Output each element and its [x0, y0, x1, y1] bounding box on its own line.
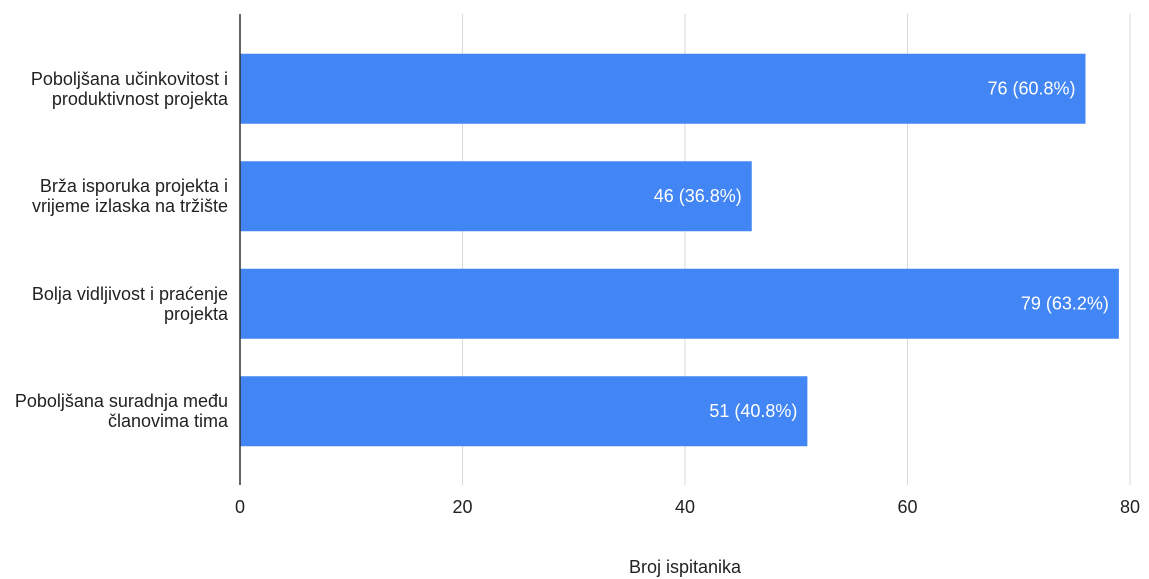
bar [240, 376, 808, 447]
value-label: 46 (36.8%) [654, 186, 742, 206]
y-tick-label: Poboljšana suradnja među članovima tima [14, 391, 228, 432]
value-label: 79 (63.2%) [1021, 294, 1109, 314]
y-tick-label: Brža isporuka projekta i vrijeme izlaska… [31, 176, 228, 217]
y-tick-label: Bolja vidljivost i praćenje projekta [31, 283, 228, 324]
x-tick-label: 20 [452, 497, 472, 517]
bar [240, 161, 752, 232]
x-axis-title: Broj ispitanika [629, 557, 742, 577]
y-tick-label: Poboljšana učinkovitost i produktivnost … [30, 68, 228, 109]
value-label: 76 (60.8%) [987, 79, 1075, 99]
x-tick-label: 60 [897, 497, 917, 517]
bar [240, 53, 1086, 124]
x-tick-label: 80 [1120, 497, 1140, 517]
value-label: 51 (40.8%) [709, 401, 797, 421]
x-tick-label: 40 [675, 497, 695, 517]
x-tick-label: 0 [235, 497, 245, 517]
bar [240, 268, 1119, 339]
